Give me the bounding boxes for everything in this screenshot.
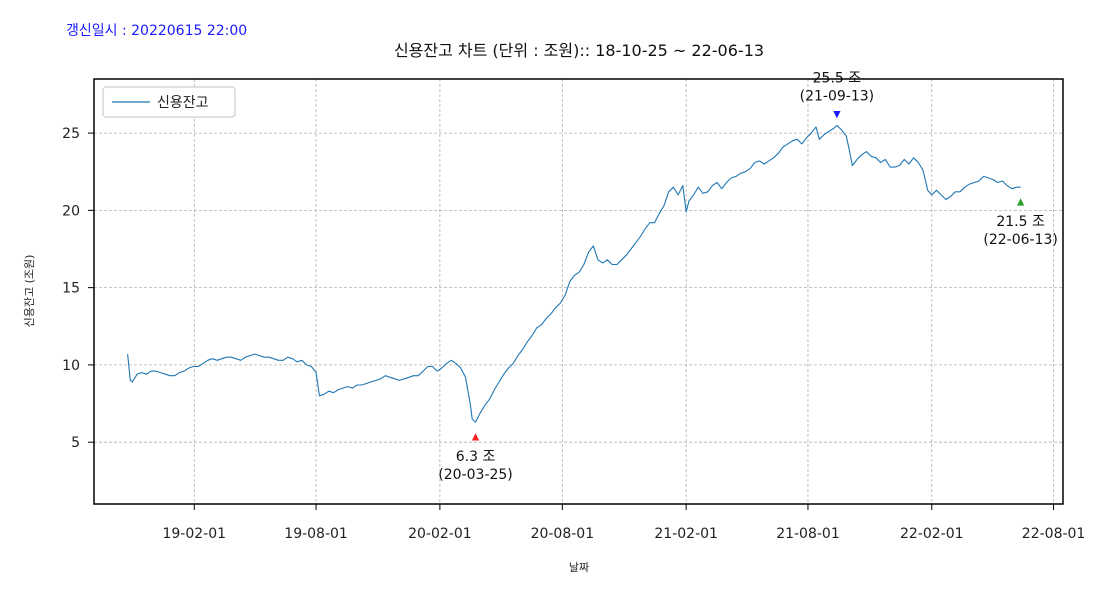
legend[interactable]: 신용잔고 bbox=[102, 86, 236, 118]
x-tick-label: 20-02-01 bbox=[408, 526, 472, 542]
chart-title: 신용잔고 차트 (단위 : 조원):: 18-10-25 ~ 22-06-13 bbox=[394, 41, 764, 60]
x-tick-label: 20-08-01 bbox=[531, 526, 595, 542]
x-axis-title: 날짜 bbox=[569, 561, 589, 574]
y-tick-label: 20 bbox=[62, 203, 80, 219]
annotation-date: (21-09-13) bbox=[800, 88, 874, 104]
update-timestamp: 갱신일시 : 20220615 22:00 bbox=[66, 23, 248, 39]
x-tick-label: 21-02-01 bbox=[654, 526, 718, 542]
y-tick-label: 10 bbox=[62, 358, 80, 374]
annotation-date: (20-03-25) bbox=[438, 467, 512, 483]
x-tick-label: 19-02-01 bbox=[162, 526, 226, 542]
series-layer bbox=[127, 124, 1021, 423]
y-tick-label: 15 bbox=[62, 281, 80, 297]
x-tick-label: 22-02-01 bbox=[900, 526, 964, 542]
y-tick-label: 25 bbox=[62, 126, 80, 142]
series-line-신용잔고 bbox=[127, 124, 1021, 423]
annotations-layer: 6.3 조(20-03-25)25.5 조(21-09-13)21.5 조(22… bbox=[438, 70, 1058, 483]
x-tick-label: 22-08-01 bbox=[1022, 526, 1086, 542]
grid-lines bbox=[94, 79, 1063, 504]
annotation-arrow bbox=[833, 110, 841, 119]
annotation-value: 6.3 조 bbox=[456, 449, 496, 465]
x-tick-label: 19-08-01 bbox=[284, 526, 348, 542]
legend-label: 신용잔고 bbox=[157, 95, 209, 111]
x-tick-label: 21-08-01 bbox=[776, 526, 840, 542]
plot-frame bbox=[93, 78, 1064, 505]
annotation-arrow bbox=[471, 433, 480, 441]
y-axis-title: 신용잔고 (조원) bbox=[23, 255, 36, 328]
y-tick-label: 5 bbox=[71, 435, 80, 451]
y-axis-ticks: 5 10 15 20 25 bbox=[62, 126, 94, 451]
annotation-arrow bbox=[1016, 198, 1025, 206]
legend-box bbox=[102, 86, 236, 118]
annotation-date: (22-06-13) bbox=[983, 232, 1057, 248]
x-axis-ticks: 19-02-01 19-08-01 20-02-01 20-08-01 21-02-01… bbox=[162, 504, 1085, 542]
annotation-value: 21.5 조 bbox=[996, 214, 1045, 230]
